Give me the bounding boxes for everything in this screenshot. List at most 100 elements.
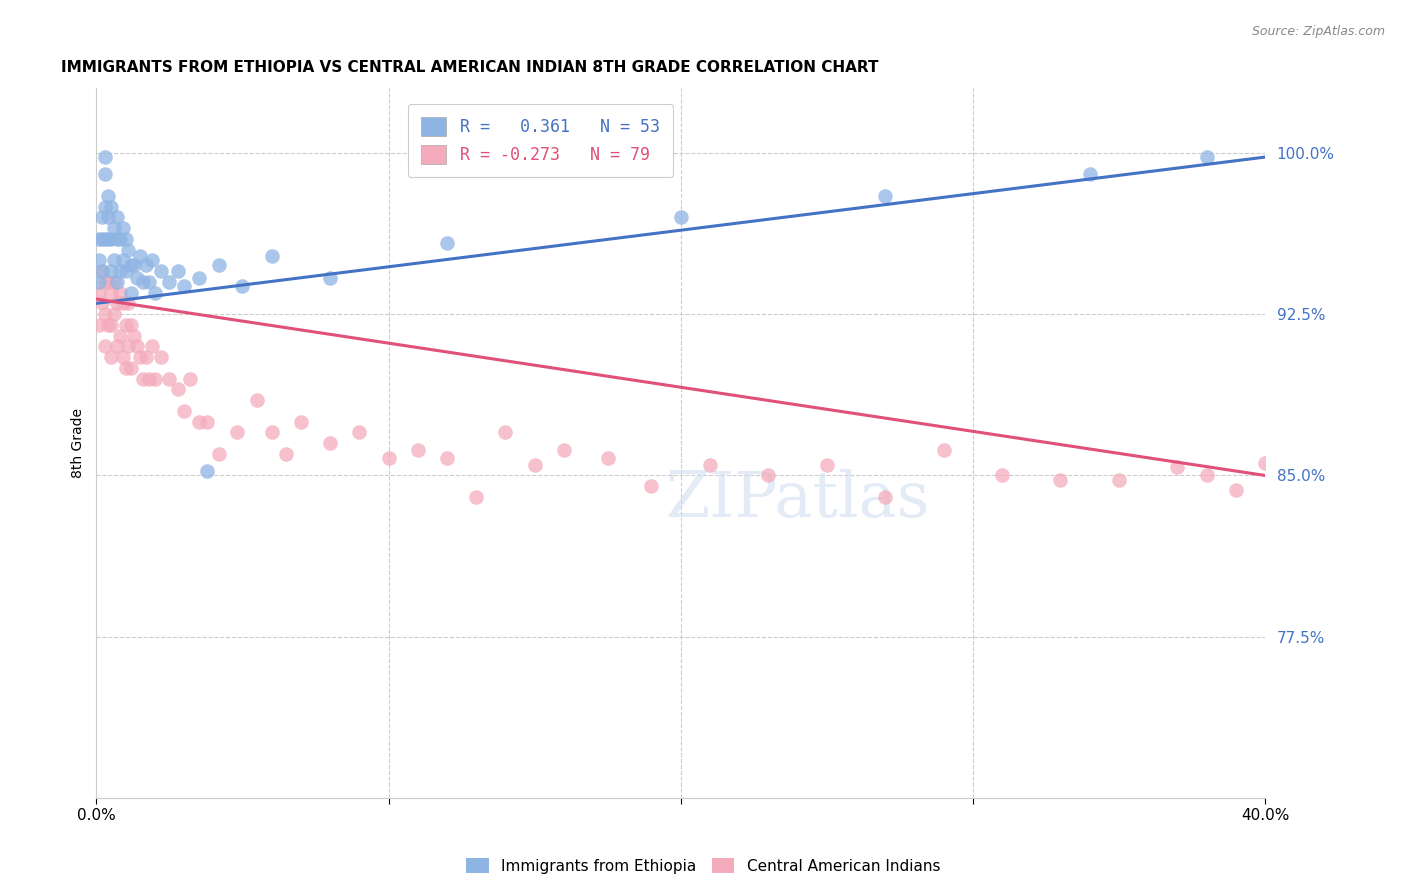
Point [149, 264, 172, 278]
Point [1282, 473, 1305, 487]
Point [111, 253, 134, 268]
Point [319, 270, 342, 285]
Text: ZIPatlas: ZIPatlas [665, 469, 929, 531]
Point [157, 275, 180, 289]
Point [100, 200, 122, 214]
Point [208, 258, 231, 272]
Point [124, 258, 146, 272]
Point [108, 232, 131, 246]
Point [108, 328, 131, 343]
Point [124, 328, 146, 343]
Point [1341, 467, 1364, 481]
Point [187, 270, 209, 285]
Point [103, 275, 125, 289]
Point [97, 232, 120, 246]
Point [127, 339, 149, 353]
Point [135, 258, 157, 272]
Point [105, 211, 128, 225]
Point [111, 296, 134, 310]
Point [132, 275, 155, 289]
Point [179, 371, 201, 385]
Point [1195, 468, 1218, 483]
Point [94, 232, 117, 246]
Point [120, 258, 142, 272]
Point [97, 318, 120, 332]
Point [91, 232, 114, 246]
Point [114, 360, 136, 375]
Point [349, 425, 371, 440]
Point [91, 264, 114, 278]
Point [103, 253, 125, 268]
Point [91, 296, 114, 310]
Point [187, 415, 209, 429]
Legend: Immigrants from Ethiopia, Central American Indians: Immigrants from Ethiopia, Central Americ… [460, 852, 946, 880]
Point [135, 350, 157, 364]
Point [553, 442, 575, 457]
Point [195, 415, 218, 429]
Point [120, 360, 142, 375]
Point [105, 232, 128, 246]
Point [465, 490, 488, 504]
Text: Source: ZipAtlas.com: Source: ZipAtlas.com [1251, 25, 1385, 38]
Point [89, 318, 111, 332]
Point [173, 404, 195, 418]
Point [132, 371, 155, 385]
Point [932, 442, 955, 457]
Point [436, 451, 458, 466]
Point [1166, 459, 1188, 474]
Point [1371, 470, 1393, 484]
Point [89, 232, 111, 246]
Point [120, 318, 142, 332]
Point [94, 339, 117, 353]
Point [157, 371, 180, 385]
Point [89, 285, 111, 300]
Point [319, 436, 342, 450]
Point [94, 200, 117, 214]
Point [91, 211, 114, 225]
Point [94, 150, 117, 164]
Point [97, 211, 120, 225]
Point [523, 458, 546, 472]
Point [167, 264, 190, 278]
Point [117, 339, 139, 353]
Point [276, 447, 298, 461]
Point [97, 189, 120, 203]
Point [1254, 456, 1277, 470]
Point [699, 458, 721, 472]
Point [875, 490, 897, 504]
Point [100, 285, 122, 300]
Legend: R =   0.361   N = 53, R = -0.273   N = 79: R = 0.361 N = 53, R = -0.273 N = 79 [408, 103, 673, 178]
Point [596, 451, 619, 466]
Point [669, 211, 692, 225]
Point [436, 236, 458, 251]
Point [100, 318, 122, 332]
Point [114, 232, 136, 246]
Point [89, 275, 111, 289]
Point [103, 307, 125, 321]
Point [91, 264, 114, 278]
Point [97, 275, 120, 289]
Point [111, 221, 134, 235]
Point [149, 350, 172, 364]
Point [1049, 473, 1071, 487]
Point [120, 285, 142, 300]
Point [756, 468, 779, 483]
Point [225, 425, 247, 440]
Point [114, 264, 136, 278]
Point [111, 350, 134, 364]
Point [173, 279, 195, 293]
Point [875, 189, 897, 203]
Point [815, 458, 838, 472]
Point [1108, 473, 1130, 487]
Point [105, 275, 128, 289]
Point [290, 415, 312, 429]
Point [94, 307, 117, 321]
Point [1312, 483, 1334, 498]
Point [167, 383, 190, 397]
Point [640, 479, 662, 493]
Text: IMMIGRANTS FROM ETHIOPIA VS CENTRAL AMERICAN INDIAN 8TH GRADE CORRELATION CHART: IMMIGRANTS FROM ETHIOPIA VS CENTRAL AMER… [62, 60, 879, 75]
Point [141, 339, 163, 353]
Y-axis label: 8th Grade: 8th Grade [72, 409, 86, 478]
Point [406, 442, 429, 457]
Point [117, 296, 139, 310]
